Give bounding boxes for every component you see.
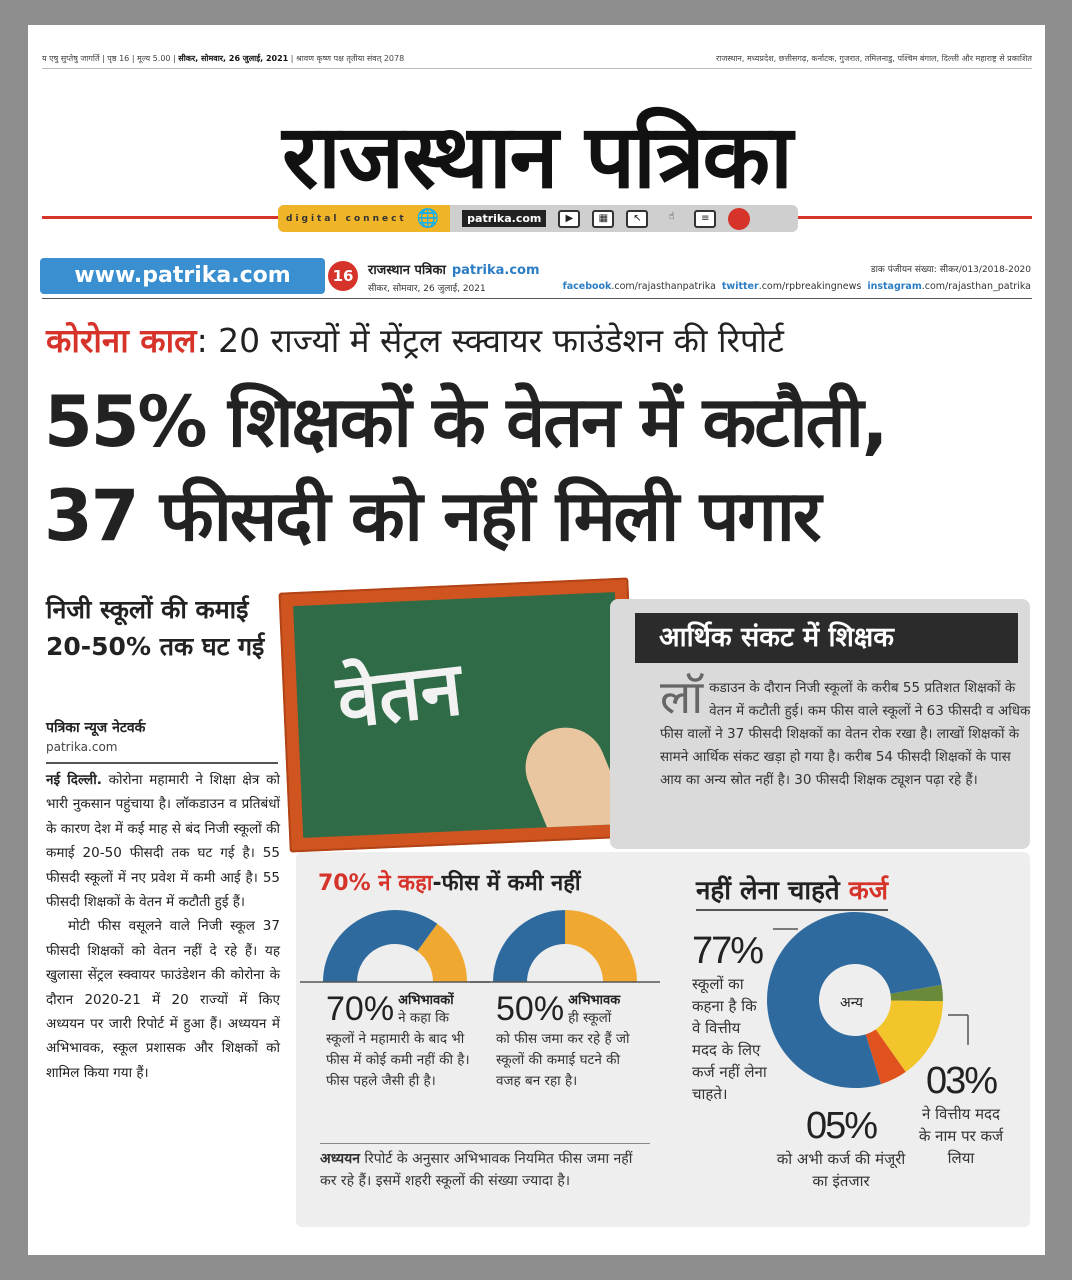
headline-line-1: 55% शिक्षकों के वेतन में कटौती, [44, 381, 888, 463]
loan-77-text: स्कूलों का कहना है कि वे वित्तीय मदद के … [692, 975, 767, 1103]
paragraph-2: मोटी फीस वसूलने वाले निजी स्कूल 37 फीसदी… [46, 918, 280, 1081]
loan-05-percent: 05% [805, 1105, 878, 1147]
gauge-2-label: अभिभावक [568, 993, 621, 1008]
loan-03-label: 03% ने वित्तीय मदद के नाम पर कर्ज लिया [916, 1060, 1006, 1169]
social-links: facebook.com/rajasthanpatrika twitter.co… [563, 281, 1031, 292]
loan-05-label: 05% को अभी कर्ज की मंजूरी का इंतजार [776, 1105, 906, 1192]
top-info-line: य एषु सुप्तेषु जागर्ति | पृष्ठ 16 | मूल्… [42, 53, 1032, 69]
study-bold: अध्ययन [320, 1151, 360, 1167]
loan-03-percent: 03% [925, 1060, 998, 1102]
url-box: www.patrika.com [40, 258, 325, 294]
study-text: रिपोर्ट के अनुसार अभिभावक नियमित फीस जमा… [320, 1151, 633, 1189]
paragraph-1-text: कोरोना महामारी ने शिक्षा क्षेत्र को भारी… [46, 772, 280, 911]
gauge-2-segment-main [493, 910, 565, 982]
share-icon: ↖ [626, 209, 649, 228]
fees-title: 70% ने कहा-फीस में कमी नहीं [318, 867, 581, 897]
issue-samvat: | श्रावण कृष्ण पक्ष तृतीया संवत् 2078 [290, 54, 405, 63]
video-icon: ▶ [558, 209, 581, 228]
kicker-red: कोरोना काल [46, 321, 197, 360]
headline-line-2: 37 फीसदी को नहीं मिली पगार [44, 475, 822, 557]
study-note: अध्ययन रिपोर्ट के अनुसार अभिभावक नियमित … [320, 1143, 650, 1192]
facebook-link: facebook.com/rajasthanpatrika [563, 281, 716, 292]
globe-icon: 🌐 [416, 208, 443, 229]
crisis-text: लॉ कडाउन के दौरान निजी स्कूलों के करीब 55… [660, 670, 1032, 792]
twitter-link: twitter.com/rpbreakingnews [722, 281, 861, 292]
instagram-link: instagram.com/rajasthan_patrika [867, 281, 1031, 292]
gauge-1-label: अभिभावकों [398, 993, 454, 1008]
drop-cap: लॉ [660, 670, 704, 724]
editions: राजस्थान, मध्यप्रदेश, छत्तीसगढ़, कर्नाटक… [716, 54, 1032, 63]
gauge-1-text-a: ने कहा कि [398, 1010, 450, 1026]
gauge-1-caption: 70% अभिभावकों ने कहा कि स्कूलों ने महामारी… [326, 990, 558, 1092]
subheadline: निजी स्कूलों की कमाई 20-50% तक घट गई [46, 595, 265, 661]
paper-site: patrika.com [451, 263, 540, 278]
gauge-2-text-b: को फीस जमा कर रहे हैं जो स्कूलों की कमाई… [496, 1031, 630, 1089]
headline: 55% शिक्षकों के वेतन में कटौती, 37 फीसदी … [44, 375, 888, 563]
paper-name: राजस्थान पत्रिका [368, 263, 446, 278]
gauge-2-segment-rest [565, 910, 637, 982]
paragraph-1: नई दिल्ली. कोरोना महामारी ने शिक्षा क्षे… [46, 768, 280, 914]
gauge-2-percent: 50% [496, 990, 565, 1028]
instagram-handle: .com/rajasthan_patrika [921, 281, 1031, 292]
loan-77-label: 77% स्कूलों का कहना है कि वे वित्तीय मदद … [692, 930, 767, 1105]
gauge-1-text-b: स्कूलों ने महामारी के बाद भी फीस में कोई… [326, 1031, 470, 1089]
patrika-tv-icon [728, 207, 751, 230]
chat-icon: ≡ [694, 209, 717, 228]
donut-segment-05 [865, 1029, 906, 1085]
digital-site: patrika.com [462, 210, 547, 227]
digital-connect-bar: digital connect 🌐 patrika.com ▶ ▦ ↖ ☝ ≡ [278, 205, 798, 232]
charts-layer [300, 910, 969, 1088]
page-header-dateline: सीकर, सोमवार, 26 जुलाई, 2021 [368, 284, 486, 294]
twitter-handle: .com/rpbreakingnews [758, 281, 862, 292]
page-number-badge: 16 [328, 261, 358, 291]
article-body: नई दिल्ली. कोरोना महामारी ने शिक्षा क्षे… [46, 768, 280, 1085]
issue-info: य एषु सुप्तेषु जागर्ति | पृष्ठ 16 | मूल्… [42, 53, 404, 64]
donut-segment-03 [890, 984, 943, 1002]
fees-title-text: -फीस में कमी नहीं [432, 871, 581, 896]
dateline: नई दिल्ली. [46, 772, 102, 788]
fees-title-red: 70% ने कहा [318, 871, 433, 896]
twitter-label: twitter [721, 281, 759, 292]
instagram-label: instagram [867, 281, 922, 292]
donut-segment-77 [766, 912, 942, 1088]
newspaper-page: य एषु सुप्तेषु जागर्ति | पृष्ठ 16 | मूल्… [28, 25, 1045, 1255]
facebook-handle: .com/rajasthanpatrika [611, 281, 716, 292]
loan-title-red: कर्ज [848, 876, 889, 906]
gauge-1-segment-rest [417, 923, 467, 982]
header-divider [42, 298, 1032, 299]
page-header-title: राजस्थान पत्रिका patrika.com [368, 260, 540, 278]
masthead-logo: राजस्थान पत्रिका [282, 105, 793, 208]
loan-05-text: को अभी कर्ज की मंजूरी का इंतजार [776, 1150, 906, 1190]
touch-icon: ☝ [668, 210, 675, 222]
loan-title-text: नहीं लेना चाहते [696, 876, 849, 906]
gauge-1-segment-main [323, 910, 438, 982]
kicker-text: : 20 राज्यों में सेंट्रल स्क्वायर फाउंडे… [196, 321, 784, 360]
byline-site: patrika.com [46, 740, 118, 754]
byline: पत्रिका न्यूज नेटवर्क [46, 720, 146, 736]
loan-03-text: ने वित्तीय मदद के नाम पर कर्ज लिया [918, 1105, 1004, 1167]
byline-rule [46, 762, 278, 764]
grid-icon: ▦ [592, 209, 615, 228]
donut-center-label: अन्य [840, 995, 863, 1011]
digital-connect-label: digital connect 🌐 [278, 205, 451, 232]
donut-segment-other [875, 1000, 943, 1072]
gauge-2-text-a: ही स्कूलों [568, 1010, 612, 1026]
loan-title: नहीं लेना चाहते कर्ज [696, 871, 889, 911]
facebook-label: facebook [562, 281, 612, 292]
issue-left: य एषु सुप्तेषु जागर्ति | पृष्ठ 16 | मूल्… [42, 54, 176, 63]
loan-77-percent: 77% [692, 930, 764, 972]
crisis-body: कडाउन के दौरान निजी स्कूलों के करीब 55 प… [660, 680, 1031, 788]
kicker: कोरोना काल: 20 राज्यों में सेंट्रल स्क्व… [46, 317, 784, 362]
issue-date: सीकर, सोमवार, 26 जुलाई, 2021 [178, 54, 289, 63]
gauge-1-percent: 70% [326, 990, 395, 1028]
gauge-2-caption: 50% अभिभावक ही स्कूलों को फीस जमा कर रहे ह… [496, 990, 728, 1092]
postal-registration: डाक पंजीयन संख्या: सीकर/013/2018-2020 [870, 265, 1031, 275]
digital-connect-text: digital connect [286, 213, 407, 224]
crisis-title: आर्थिक संकट में शिक्षक [635, 613, 1018, 663]
